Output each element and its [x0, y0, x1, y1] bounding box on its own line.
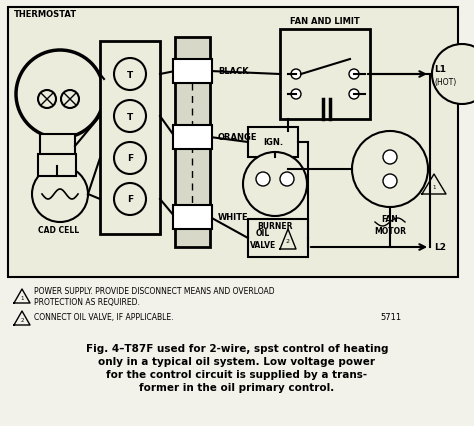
Text: only in a typical oil system. Low voltage power: only in a typical oil system. Low voltag… [99, 356, 375, 366]
Circle shape [432, 45, 474, 105]
Circle shape [352, 132, 428, 207]
Bar [175, 38, 210, 248]
Text: 5711: 5711 [380, 313, 401, 322]
Text: F: F [127, 195, 133, 204]
Circle shape [16, 51, 104, 139]
Text: WHITE: WHITE [218, 213, 249, 222]
Text: (HOT): (HOT) [434, 77, 456, 86]
Circle shape [114, 101, 146, 132]
Circle shape [61, 91, 79, 109]
Circle shape [383, 175, 397, 189]
Text: FAN: FAN [382, 215, 398, 224]
Text: ORANGE: ORANGE [218, 133, 257, 142]
Text: FAN AND LIMIT: FAN AND LIMIT [290, 17, 360, 26]
Circle shape [349, 90, 359, 100]
Bar [38, 155, 76, 177]
Text: T: T [127, 112, 133, 121]
Circle shape [291, 90, 301, 100]
Text: 2: 2 [286, 239, 290, 244]
Text: PROTECTION AS REQUIRED.: PROTECTION AS REQUIRED. [34, 298, 140, 307]
Bar [40, 135, 75, 160]
Text: CONNECT OIL VALVE, IF APPLICABLE.: CONNECT OIL VALVE, IF APPLICABLE. [34, 313, 173, 322]
Circle shape [291, 70, 301, 80]
Bar [100, 42, 160, 234]
Text: L2: L2 [434, 243, 446, 252]
Circle shape [383, 151, 397, 164]
Text: CAD CELL: CAD CELL [38, 225, 79, 234]
Text: 1: 1 [20, 296, 24, 301]
Text: for the control circuit is supplied by a trans-: for the control circuit is supplied by a… [107, 369, 367, 379]
Bar [248, 128, 298, 158]
Text: BURNER: BURNER [257, 222, 293, 231]
Bar [8, 8, 458, 277]
Circle shape [349, 70, 359, 80]
Text: T: T [127, 70, 133, 79]
Text: MOTOR: MOTOR [374, 227, 406, 236]
Text: THERMOSTAT: THERMOSTAT [14, 10, 77, 19]
Circle shape [114, 184, 146, 216]
Text: Fig. 4–T87F used for 2-wire, spst control of heating: Fig. 4–T87F used for 2-wire, spst contro… [86, 343, 388, 353]
Bar [173, 205, 212, 230]
Text: 1: 1 [432, 185, 436, 190]
Text: POWER SUPPLY. PROVIDE DISCONNECT MEANS AND OVERLOAD: POWER SUPPLY. PROVIDE DISCONNECT MEANS A… [34, 287, 274, 296]
Circle shape [256, 173, 270, 187]
Circle shape [243, 153, 307, 216]
Text: L1: L1 [434, 65, 446, 74]
Bar [173, 126, 212, 150]
Bar [280, 30, 370, 120]
Text: OIL: OIL [256, 229, 270, 238]
Bar [248, 219, 308, 257]
Circle shape [32, 167, 88, 222]
Circle shape [114, 143, 146, 175]
Circle shape [38, 91, 56, 109]
Text: F: F [127, 154, 133, 163]
Text: 2: 2 [20, 318, 24, 323]
Text: BLACK: BLACK [218, 67, 249, 76]
Text: former in the oil primary control.: former in the oil primary control. [139, 382, 335, 392]
Text: VALVE: VALVE [250, 241, 276, 250]
Bar [173, 60, 212, 84]
Circle shape [280, 173, 294, 187]
Text: IGN.: IGN. [263, 138, 283, 147]
Circle shape [114, 59, 146, 91]
